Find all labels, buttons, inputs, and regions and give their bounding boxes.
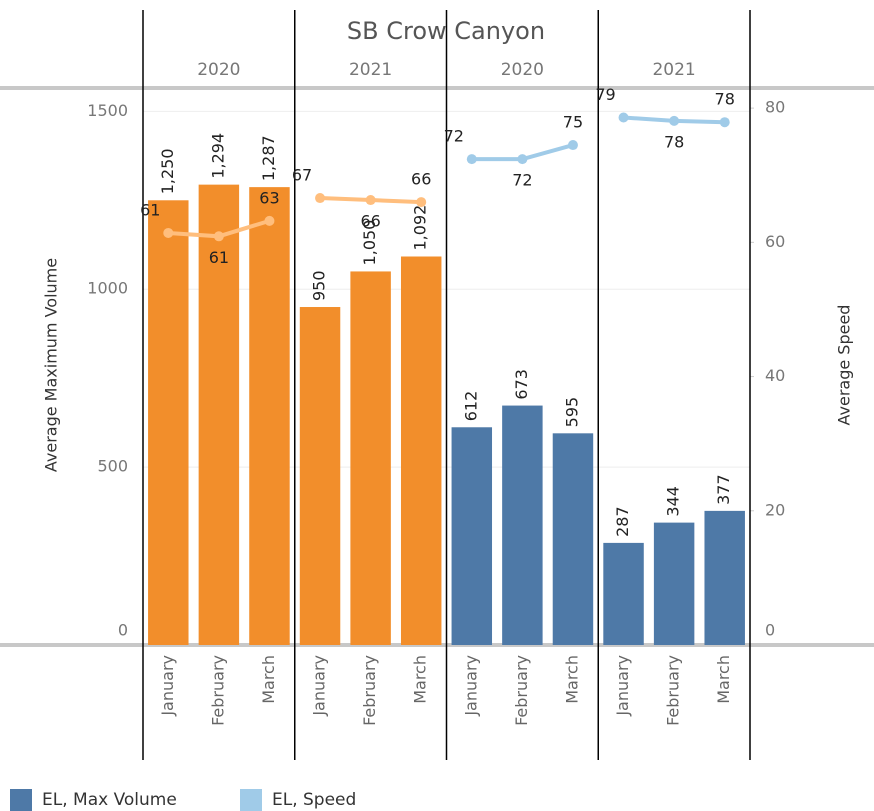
- speed-value-label: 61: [209, 248, 229, 267]
- y2-tick-label: 80: [765, 98, 785, 117]
- bar-value-label: 673: [512, 369, 531, 400]
- speed-value-label: 66: [360, 212, 380, 231]
- y2-tick-label: 0: [765, 621, 775, 640]
- x-tick-label: March: [259, 655, 278, 704]
- speed-value-label: 67: [292, 166, 312, 185]
- bar: [451, 427, 493, 645]
- speed-point: [163, 227, 174, 238]
- speed-point: [669, 115, 680, 126]
- bar: [148, 200, 189, 646]
- legend-label: EL, Speed: [272, 790, 356, 810]
- bar: [502, 405, 543, 645]
- y-tick-label: 0: [118, 621, 128, 640]
- bar-value-label: 1,250: [158, 148, 177, 194]
- bar-value-label: 344: [664, 486, 683, 517]
- y-tick-label: 500: [97, 457, 128, 476]
- y-axis-title: Average Maximum Volume: [42, 258, 61, 472]
- speed-point: [315, 193, 326, 204]
- speed-value-label: 72: [444, 127, 464, 146]
- speed-point: [416, 197, 427, 208]
- bar: [603, 542, 644, 645]
- y2-axis-title: Average Speed: [835, 305, 854, 426]
- x-tick-label: March: [411, 655, 430, 704]
- x-tick-label: January: [461, 655, 480, 717]
- bar: [653, 522, 695, 645]
- group-label: 2021: [652, 60, 695, 80]
- speed-value-label: 75: [563, 113, 583, 132]
- x-tick-label: February: [664, 655, 683, 726]
- speed-value-label: 63: [259, 188, 279, 207]
- speed-point: [719, 117, 730, 128]
- y2-tick-label: 60: [765, 232, 785, 251]
- speed-point: [567, 140, 578, 151]
- speed-point: [264, 215, 275, 226]
- bar-value-label: 1,287: [259, 135, 278, 181]
- bar-value-label: 1,092: [411, 205, 430, 251]
- bar-value-label: 950: [310, 270, 329, 301]
- bar: [249, 187, 290, 645]
- y2-tick-label: 40: [765, 366, 785, 385]
- bar-value-label: 612: [461, 391, 480, 422]
- y-tick-label: 1000: [87, 279, 128, 298]
- speed-value-label: 78: [664, 132, 684, 151]
- y2-tick-label: 20: [765, 500, 785, 519]
- bar: [198, 184, 240, 645]
- x-tick-label: February: [360, 655, 379, 726]
- legend-swatch: [240, 789, 262, 811]
- bar: [704, 510, 745, 645]
- x-tick-label: January: [158, 655, 177, 717]
- bar-value-label: 1,050: [360, 220, 379, 266]
- bar-value-label: 1,294: [208, 133, 227, 179]
- group-label: 2020: [501, 60, 544, 80]
- bar: [299, 307, 341, 645]
- bar-value-label: 287: [613, 506, 632, 537]
- speed-point: [365, 195, 376, 206]
- bar: [552, 433, 594, 645]
- speed-value-label: 66: [411, 170, 431, 189]
- speed-value-label: 78: [715, 90, 735, 109]
- speed-value-label: 79: [595, 85, 615, 104]
- y-tick-label: 1500: [87, 101, 128, 120]
- x-tick-label: January: [310, 655, 329, 717]
- speed-point: [213, 231, 224, 242]
- bar-value-label: 595: [562, 397, 581, 428]
- legend-swatch: [10, 789, 32, 811]
- speed-value-label: 61: [140, 200, 160, 219]
- legend-label: EL, Max Volume: [42, 790, 177, 810]
- speed-point: [618, 112, 629, 123]
- x-tick-label: February: [208, 655, 227, 726]
- bar-value-label: 377: [714, 474, 733, 505]
- speed-point: [466, 154, 477, 165]
- bar: [400, 256, 442, 645]
- group-label: 2021: [349, 60, 392, 80]
- x-tick-label: March: [714, 655, 733, 704]
- speed-point: [517, 154, 528, 165]
- x-tick-label: March: [562, 655, 581, 704]
- bar: [350, 271, 391, 645]
- x-tick-label: January: [613, 655, 632, 717]
- group-label: 2020: [197, 60, 240, 80]
- x-tick-label: February: [512, 655, 531, 726]
- speed-value-label: 72: [512, 171, 532, 190]
